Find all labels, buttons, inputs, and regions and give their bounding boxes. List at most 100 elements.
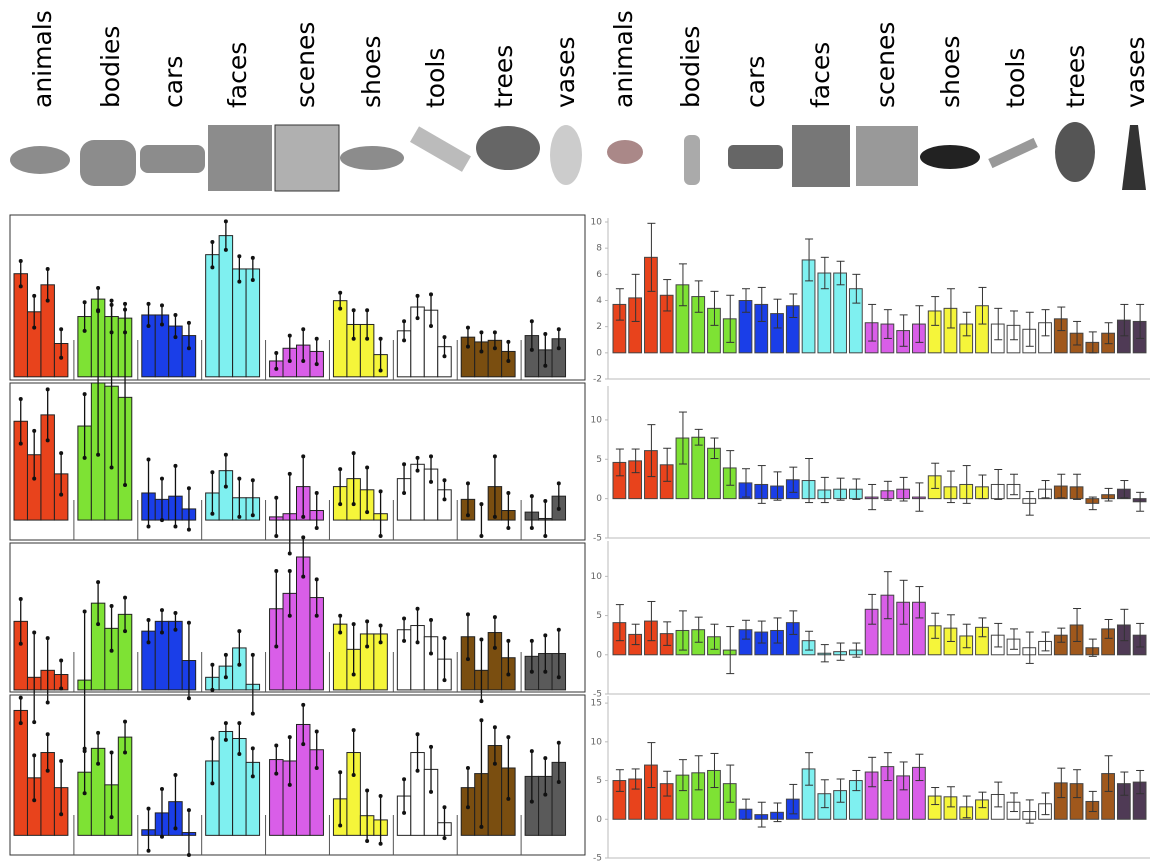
error-dot <box>506 735 510 739</box>
error-dot <box>301 327 305 331</box>
category-label: trees <box>1061 45 1090 108</box>
error-dot <box>315 766 319 770</box>
error-dot <box>274 534 278 538</box>
y-tick-label: 5 <box>596 776 602 786</box>
error-dot <box>123 308 127 312</box>
error-dot <box>479 699 483 703</box>
bar <box>692 437 705 498</box>
y-tick-label: 0 <box>596 348 602 358</box>
error-dot <box>251 746 255 750</box>
error-dot <box>173 773 177 777</box>
error-dot <box>557 741 561 745</box>
error-dot <box>493 615 497 619</box>
error-dot <box>19 442 23 446</box>
error-dot <box>315 614 319 618</box>
error-dot <box>301 703 305 707</box>
error-dot <box>173 524 177 528</box>
error-dot <box>416 316 420 320</box>
error-dot <box>338 307 342 311</box>
error-dot <box>187 321 191 325</box>
error-dot <box>59 493 63 497</box>
error-dot <box>59 451 63 455</box>
error-dot <box>530 749 534 753</box>
error-dot <box>493 346 497 350</box>
error-dot <box>288 783 292 787</box>
error-dot <box>19 259 23 263</box>
error-dot <box>210 470 214 474</box>
error-dot <box>338 770 342 774</box>
bar <box>206 255 219 377</box>
error-dot <box>173 611 177 615</box>
bar <box>849 650 862 655</box>
bar <box>786 623 799 655</box>
error-dot <box>160 787 164 791</box>
error-dot <box>301 742 305 746</box>
error-dot <box>530 526 534 530</box>
error-dot <box>416 732 420 736</box>
error-dot <box>479 718 483 722</box>
error-dot <box>530 800 534 804</box>
error-dot <box>352 451 356 455</box>
error-dot <box>46 267 50 271</box>
error-dot <box>402 491 406 495</box>
error-dot <box>123 302 127 306</box>
error-dot <box>83 749 87 753</box>
error-dot <box>416 607 420 611</box>
error-dot <box>429 790 433 794</box>
category-label: cars <box>741 56 770 108</box>
image <box>684 135 700 185</box>
error-dot <box>123 720 127 724</box>
error-dot <box>274 772 278 776</box>
error-dot <box>543 364 547 368</box>
error-dot <box>147 807 151 811</box>
error-dot <box>160 608 164 612</box>
error-dot <box>402 777 406 781</box>
error-dot <box>83 392 87 396</box>
error-dot <box>466 805 470 809</box>
bar <box>818 653 831 655</box>
error-dot <box>466 326 470 330</box>
error-dot <box>274 351 278 355</box>
error-dot <box>365 788 369 792</box>
error-dot <box>315 729 319 733</box>
error-dot <box>251 256 255 260</box>
error-dot <box>83 300 87 304</box>
bar <box>818 794 831 820</box>
y-tick-label: -5 <box>593 854 602 864</box>
error-dot <box>338 631 342 635</box>
y-tick-label: 10 <box>591 737 603 747</box>
error-dot <box>123 483 127 487</box>
bar <box>14 710 27 835</box>
error-dot <box>466 345 470 349</box>
error-dot <box>32 326 36 330</box>
error-dot <box>301 454 305 458</box>
error-dot <box>110 604 114 608</box>
error-dot <box>224 485 228 489</box>
error-dot <box>96 580 100 584</box>
error-dot <box>251 774 255 778</box>
error-dot <box>173 628 177 632</box>
image <box>607 140 643 164</box>
error-dot <box>32 798 36 802</box>
error-dot <box>96 762 100 766</box>
bar <box>755 484 768 498</box>
error-dot <box>173 464 177 468</box>
image <box>856 126 918 186</box>
error-dot <box>557 675 561 679</box>
error-dot <box>429 652 433 656</box>
bar <box>14 274 27 377</box>
image <box>792 125 850 187</box>
error-dot <box>83 456 87 460</box>
error-dot <box>147 618 151 622</box>
error-dot <box>466 513 470 517</box>
error-dot <box>147 640 151 644</box>
error-dot <box>46 636 50 640</box>
error-dot <box>147 324 151 328</box>
error-dot <box>32 720 36 724</box>
error-dot <box>352 622 356 626</box>
error-dot <box>442 678 446 682</box>
error-dot <box>210 240 214 244</box>
error-dot <box>506 673 510 677</box>
error-dot <box>59 759 63 763</box>
category-label: vases <box>1121 36 1150 108</box>
